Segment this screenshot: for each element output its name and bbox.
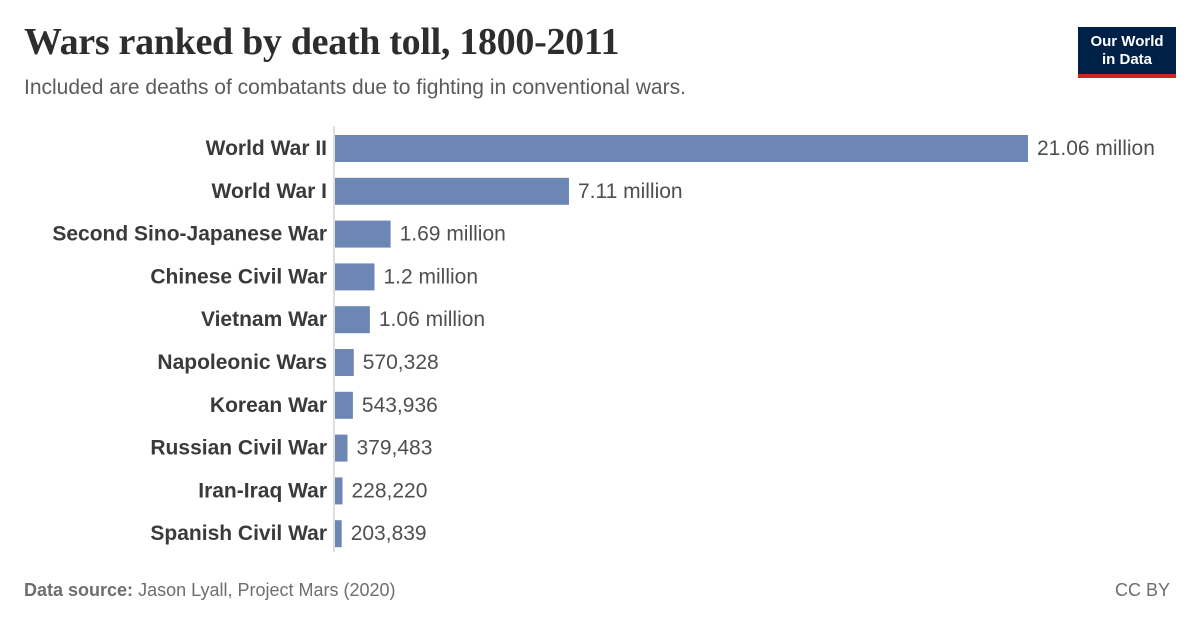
value-label: 7.11 million [578,180,683,203]
bar-chart: World War II 21.06 million World War I 7.11… [52,126,1155,552]
value-label: 379,483 [356,437,432,460]
bar[interactable] [335,434,348,462]
category-label: Chinese Civil War [150,265,327,288]
chart-subtitle: Included are deaths of combatants due to… [24,76,686,99]
category-label: Spanish Civil War [150,522,327,545]
logo-line-1: Our World [1090,33,1164,50]
category-label: Iran-Iraq War [198,479,327,502]
value-label: 1.06 million [379,308,485,331]
category-label: Russian Civil War [150,437,327,460]
category-label: World War I [212,180,328,203]
category-label: Korean War [210,394,327,417]
bar[interactable] [335,520,342,548]
value-label: 1.2 million [383,265,478,288]
category-label: Second Sino-Japanese War [52,223,327,246]
bar[interactable] [335,349,354,376]
bar[interactable] [335,477,343,505]
category-label: Napoleonic Wars [157,351,327,374]
bar[interactable] [335,220,391,248]
license-link[interactable]: CC BY [1114,580,1170,600]
value-label: 1.69 million [400,223,506,246]
logo-line-2: in Data [1101,51,1152,68]
value-label: 203,839 [351,522,427,545]
value-label: 570,328 [363,351,439,374]
bar[interactable] [335,391,353,419]
bar[interactable] [335,135,1028,162]
value-label: 228,220 [352,479,428,502]
data-source-link[interactable]: Jason Lyall, Project Mars (2020) [138,580,396,600]
category-label: World War II [206,137,327,160]
owid-logo[interactable]: Our World in Data [1078,27,1176,78]
value-label: 543,936 [362,394,438,417]
bar[interactable] [335,306,370,334]
category-label: Vietnam War [201,308,327,331]
data-source-label: Data source: [24,580,134,600]
data-source: Data source: Jason Lyall, Project Mars (… [24,580,396,601]
value-label: 21.06 million [1037,137,1155,160]
bar[interactable] [335,177,569,205]
bar[interactable] [335,263,375,291]
chart-title: Wars ranked by death toll, 1800-2011 [24,21,620,63]
